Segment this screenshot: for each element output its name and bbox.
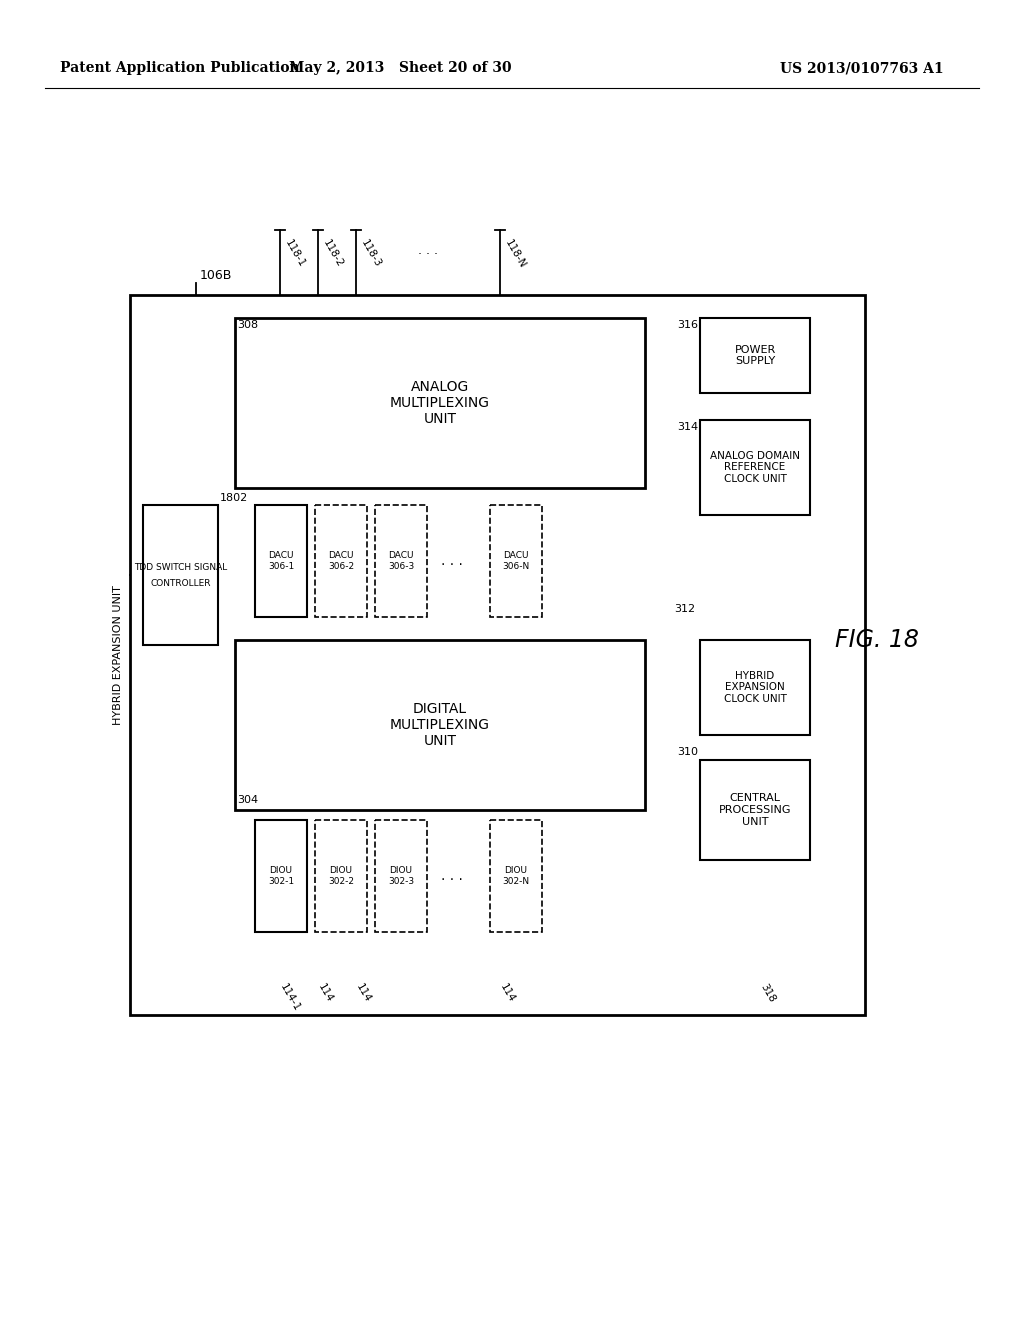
Text: DACU
306-2: DACU 306-2 bbox=[328, 552, 354, 570]
Text: DIOU
302-3: DIOU 302-3 bbox=[388, 866, 414, 886]
Text: 304: 304 bbox=[237, 795, 258, 805]
Text: Patent Application Publication: Patent Application Publication bbox=[60, 61, 300, 75]
Text: . . .: . . . bbox=[418, 243, 438, 256]
Text: DACU
306-1: DACU 306-1 bbox=[268, 552, 294, 570]
Text: DACU
306-N: DACU 306-N bbox=[503, 552, 529, 570]
Bar bbox=[234, 640, 645, 810]
Text: US 2013/0107763 A1: US 2013/0107763 A1 bbox=[780, 61, 944, 75]
Text: 114: 114 bbox=[354, 982, 373, 1005]
Bar bbox=[255, 506, 307, 616]
Text: 310: 310 bbox=[677, 747, 698, 756]
Text: 308: 308 bbox=[237, 319, 258, 330]
Text: 118-2: 118-2 bbox=[321, 238, 345, 269]
Text: DIGITAL
MULTIPLEXING
UNIT: DIGITAL MULTIPLEXING UNIT bbox=[390, 702, 490, 748]
Bar bbox=[375, 820, 427, 932]
Text: 114: 114 bbox=[316, 982, 335, 1005]
Bar bbox=[315, 820, 367, 932]
Text: 118-3: 118-3 bbox=[359, 238, 383, 269]
Text: POWER
SUPPLY: POWER SUPPLY bbox=[734, 345, 775, 366]
Bar bbox=[143, 506, 218, 645]
Text: DACU
306-3: DACU 306-3 bbox=[388, 552, 414, 570]
Text: ANALOG DOMAIN
REFERENCE
CLOCK UNIT: ANALOG DOMAIN REFERENCE CLOCK UNIT bbox=[710, 451, 800, 484]
Text: DIOU
302-1: DIOU 302-1 bbox=[268, 866, 294, 886]
Text: TDD SWITCH SIGNAL: TDD SWITCH SIGNAL bbox=[134, 562, 227, 572]
Bar bbox=[375, 506, 427, 616]
Bar bbox=[490, 820, 542, 932]
Text: DIOU
302-2: DIOU 302-2 bbox=[328, 866, 354, 886]
Text: 118-1: 118-1 bbox=[283, 238, 307, 269]
Text: . . .: . . . bbox=[441, 554, 463, 568]
Text: May 2, 2013   Sheet 20 of 30: May 2, 2013 Sheet 20 of 30 bbox=[289, 61, 511, 75]
Text: 114-1: 114-1 bbox=[278, 982, 302, 1014]
Bar bbox=[700, 760, 810, 861]
Bar bbox=[700, 420, 810, 515]
Text: 1802: 1802 bbox=[220, 492, 248, 503]
Bar bbox=[490, 506, 542, 616]
Text: HYBRID EXPANSION UNIT: HYBRID EXPANSION UNIT bbox=[113, 585, 123, 725]
Bar bbox=[234, 318, 645, 488]
Bar bbox=[700, 640, 810, 735]
Text: FIG. 18: FIG. 18 bbox=[835, 628, 919, 652]
Text: 314: 314 bbox=[677, 422, 698, 432]
Bar bbox=[255, 820, 307, 932]
Bar bbox=[130, 294, 865, 1015]
Text: CONTROLLER: CONTROLLER bbox=[151, 578, 211, 587]
Text: 114: 114 bbox=[498, 982, 516, 1005]
Text: 316: 316 bbox=[677, 319, 698, 330]
Text: DIOU
302-N: DIOU 302-N bbox=[503, 866, 529, 886]
Text: 106B: 106B bbox=[200, 269, 232, 282]
Text: . . .: . . . bbox=[441, 869, 463, 883]
Bar bbox=[315, 506, 367, 616]
Text: 318: 318 bbox=[758, 982, 776, 1005]
Text: HYBRID
EXPANSION
CLOCK UNIT: HYBRID EXPANSION CLOCK UNIT bbox=[724, 671, 786, 704]
Text: 312: 312 bbox=[674, 605, 695, 614]
Bar bbox=[700, 318, 810, 393]
Text: ANALOG
MULTIPLEXING
UNIT: ANALOG MULTIPLEXING UNIT bbox=[390, 380, 490, 426]
Text: CENTRAL
PROCESSING
UNIT: CENTRAL PROCESSING UNIT bbox=[719, 793, 792, 826]
Text: 118-N: 118-N bbox=[503, 238, 527, 271]
